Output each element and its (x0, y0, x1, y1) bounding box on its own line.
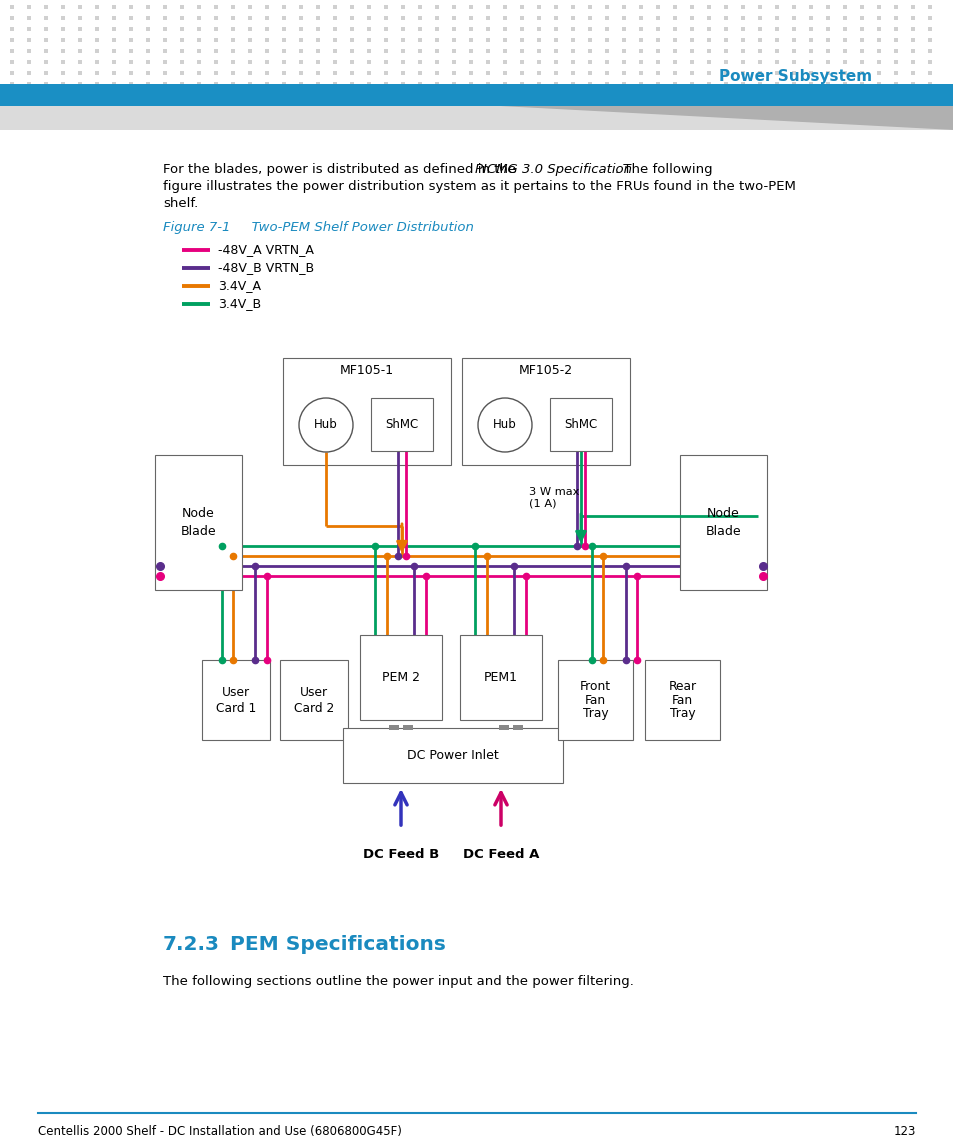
Text: User: User (222, 686, 250, 698)
Text: Blade: Blade (705, 526, 740, 538)
Text: Tray: Tray (582, 708, 608, 720)
Text: shelf.: shelf. (163, 197, 198, 210)
Text: Fan: Fan (584, 694, 605, 706)
Bar (679, 455, 766, 590)
Polygon shape (0, 106, 953, 131)
Text: PEM1: PEM1 (483, 671, 517, 684)
Text: Hub: Hub (493, 419, 517, 432)
Bar (558, 660, 633, 740)
Text: DC Feed A: DC Feed A (462, 848, 538, 861)
Text: Rear: Rear (668, 679, 696, 693)
Text: 3 W max
(1 A): 3 W max (1 A) (529, 488, 578, 508)
Text: MF105-1: MF105-1 (339, 364, 394, 378)
Text: Node: Node (182, 507, 214, 520)
Bar (202, 660, 270, 740)
Text: ShMC: ShMC (564, 418, 597, 431)
Text: 3.4V_A: 3.4V_A (218, 279, 261, 292)
Bar (0, 84, 953, 106)
Text: Card 1: Card 1 (215, 702, 255, 714)
Text: The following sections outline the power input and the power filtering.: The following sections outline the power… (163, 976, 633, 988)
Bar (359, 635, 441, 720)
Text: Hub: Hub (314, 419, 337, 432)
Bar (283, 358, 451, 465)
Text: -48V_B VRTN_B: -48V_B VRTN_B (218, 261, 314, 275)
Text: . The following: . The following (615, 163, 712, 176)
Text: MF105-2: MF105-2 (518, 364, 573, 378)
Bar (280, 660, 348, 740)
Bar (459, 635, 541, 720)
Text: Figure 7-1     Two-PEM Shelf Power Distribution: Figure 7-1 Two-PEM Shelf Power Distribut… (163, 221, 474, 234)
Circle shape (298, 398, 353, 452)
Bar (371, 398, 433, 451)
Bar (550, 398, 612, 451)
Bar (343, 728, 562, 783)
Text: Blade: Blade (180, 526, 216, 538)
Text: 3.4V_B: 3.4V_B (218, 298, 261, 310)
Text: DC Feed B: DC Feed B (362, 848, 438, 861)
Text: 7.2.3: 7.2.3 (163, 935, 220, 954)
Bar (402, 725, 413, 731)
Text: Card 2: Card 2 (294, 702, 334, 714)
Text: Centellis 2000 Shelf - DC Installation and Use (6806800G45F): Centellis 2000 Shelf - DC Installation a… (38, 1126, 401, 1138)
Polygon shape (0, 106, 953, 131)
Text: Front: Front (579, 679, 611, 693)
Text: PEM Specifications: PEM Specifications (230, 935, 445, 954)
Bar (461, 358, 629, 465)
Text: Fan: Fan (671, 694, 692, 706)
Text: PICMG 3.0 Specification: PICMG 3.0 Specification (475, 163, 631, 176)
Bar (644, 660, 720, 740)
Text: For the blades, power is distributed as defined in the: For the blades, power is distributed as … (163, 163, 520, 176)
Bar (498, 725, 509, 731)
Bar (513, 725, 522, 731)
Bar (389, 725, 398, 731)
Circle shape (477, 398, 532, 452)
Text: ShMC: ShMC (385, 418, 418, 431)
Text: 123: 123 (893, 1126, 915, 1138)
Text: Node: Node (706, 507, 740, 520)
Text: DC Power Inlet: DC Power Inlet (407, 749, 498, 763)
Text: User: User (299, 686, 328, 698)
Text: figure illustrates the power distribution system as it pertains to the FRUs foun: figure illustrates the power distributio… (163, 180, 795, 194)
Bar (154, 455, 242, 590)
Text: Tray: Tray (669, 708, 695, 720)
Text: Power Subsystem: Power Subsystem (719, 70, 871, 85)
Text: -48V_A VRTN_A: -48V_A VRTN_A (218, 244, 314, 256)
Text: PEM 2: PEM 2 (381, 671, 419, 684)
